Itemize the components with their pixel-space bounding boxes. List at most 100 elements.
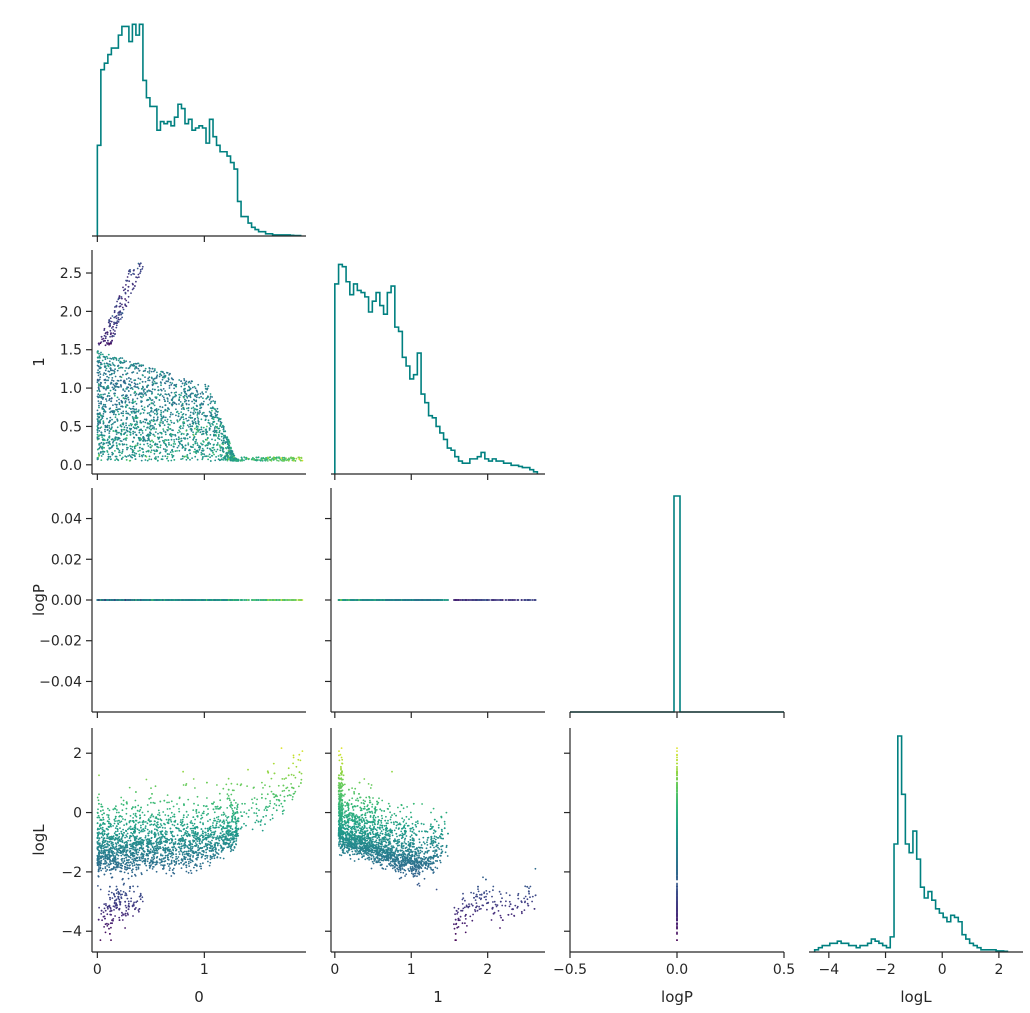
scatter-point bbox=[169, 433, 171, 436]
scatter-point bbox=[148, 379, 151, 382]
scatter-point bbox=[191, 420, 194, 423]
scatter-point bbox=[179, 401, 182, 403]
scatter-point bbox=[153, 426, 155, 429]
scatter-point bbox=[198, 410, 201, 412]
scatter-point bbox=[144, 440, 147, 442]
scatter-point bbox=[127, 396, 129, 399]
scatter-point bbox=[106, 357, 109, 360]
scatter-point bbox=[98, 390, 101, 393]
scatter-point bbox=[111, 386, 114, 389]
scatter-point bbox=[219, 449, 222, 452]
scatter-point bbox=[180, 380, 183, 382]
scatter-point bbox=[128, 431, 131, 433]
scatter-point bbox=[176, 419, 179, 421]
scatter-point bbox=[257, 456, 260, 459]
scatter-point bbox=[186, 420, 189, 422]
scatter-point bbox=[135, 367, 138, 369]
scatter-point bbox=[270, 459, 273, 462]
scatter-point bbox=[116, 396, 119, 399]
scatter-point bbox=[164, 450, 167, 453]
scatter-point bbox=[146, 426, 149, 429]
scatter-point bbox=[231, 458, 234, 461]
scatter-point bbox=[135, 363, 138, 365]
scatter-point bbox=[201, 391, 204, 394]
scatter-point bbox=[170, 411, 172, 414]
scatter-point bbox=[209, 427, 211, 430]
scatter-point bbox=[167, 426, 170, 429]
scatter-point bbox=[127, 398, 130, 401]
scatter-point bbox=[166, 420, 169, 423]
scatter-point bbox=[185, 458, 188, 461]
scatter-point bbox=[115, 326, 118, 329]
scatter-point bbox=[142, 393, 144, 396]
scatter-point bbox=[127, 446, 129, 449]
scatter-point bbox=[196, 444, 199, 446]
scatter-point bbox=[192, 406, 195, 409]
scatter-point bbox=[157, 389, 160, 392]
scatter-point bbox=[273, 457, 276, 460]
scatter-point bbox=[100, 459, 103, 461]
scatter-point bbox=[164, 433, 167, 436]
scatter-point bbox=[180, 392, 183, 394]
scatter-point bbox=[170, 453, 173, 456]
scatter-point bbox=[159, 405, 162, 408]
scatter-point bbox=[101, 438, 104, 441]
scatter-point bbox=[148, 458, 151, 461]
scatter-point bbox=[134, 431, 136, 434]
scatter-point bbox=[171, 404, 174, 407]
scatter-point bbox=[208, 410, 211, 413]
scatter-point bbox=[232, 453, 235, 455]
scatter-point bbox=[157, 446, 159, 449]
scatter-point bbox=[113, 387, 116, 389]
scatter-point bbox=[171, 456, 174, 459]
scatter-point bbox=[118, 413, 120, 416]
scatter-point bbox=[163, 440, 166, 443]
scatter-point bbox=[210, 413, 213, 416]
scatter-point bbox=[100, 441, 103, 444]
scatter-point bbox=[205, 433, 208, 436]
scatter-point bbox=[176, 420, 179, 423]
scatter-point bbox=[104, 344, 107, 347]
scatter-point bbox=[127, 301, 130, 304]
scatter-point bbox=[195, 389, 198, 392]
scatter-point bbox=[131, 412, 133, 414]
scatter-point bbox=[101, 359, 104, 362]
scatter-point bbox=[142, 374, 144, 377]
scatter-point bbox=[173, 402, 176, 405]
scatter-point bbox=[114, 459, 116, 461]
scatter-point bbox=[120, 385, 122, 388]
scatter-point bbox=[100, 363, 103, 365]
scatter-point bbox=[97, 452, 100, 455]
scatter-point bbox=[200, 451, 203, 454]
scatter-point bbox=[160, 418, 163, 420]
scatter-point bbox=[111, 418, 113, 421]
scatter-point bbox=[137, 426, 140, 429]
scatter-point bbox=[100, 385, 102, 388]
scatter-point bbox=[132, 405, 135, 408]
scatter-point bbox=[192, 431, 195, 434]
scatter-point bbox=[162, 422, 164, 425]
scatter-point bbox=[98, 355, 101, 358]
scatter-point bbox=[197, 426, 199, 428]
scatter-point bbox=[111, 369, 113, 372]
scatter-point bbox=[198, 448, 201, 451]
scatter-point bbox=[161, 406, 164, 409]
scatter-point bbox=[97, 386, 100, 389]
scatter-point bbox=[158, 436, 161, 439]
scatter-point bbox=[150, 458, 153, 461]
scatter-point bbox=[153, 404, 156, 407]
scatter-point bbox=[173, 395, 176, 398]
scatter-point bbox=[187, 407, 190, 409]
scatter-point bbox=[149, 424, 152, 427]
scatter-point bbox=[233, 456, 235, 458]
scatter-point bbox=[159, 444, 162, 447]
scatter-point bbox=[111, 377, 114, 379]
scatter-point bbox=[182, 418, 185, 421]
scatter-point bbox=[209, 397, 212, 399]
scatter-point bbox=[166, 400, 169, 403]
scatter-point bbox=[180, 385, 183, 388]
scatter-point bbox=[292, 458, 295, 461]
scatter-point bbox=[240, 456, 243, 459]
scatter-point bbox=[131, 407, 134, 410]
scatter-point bbox=[105, 400, 108, 402]
